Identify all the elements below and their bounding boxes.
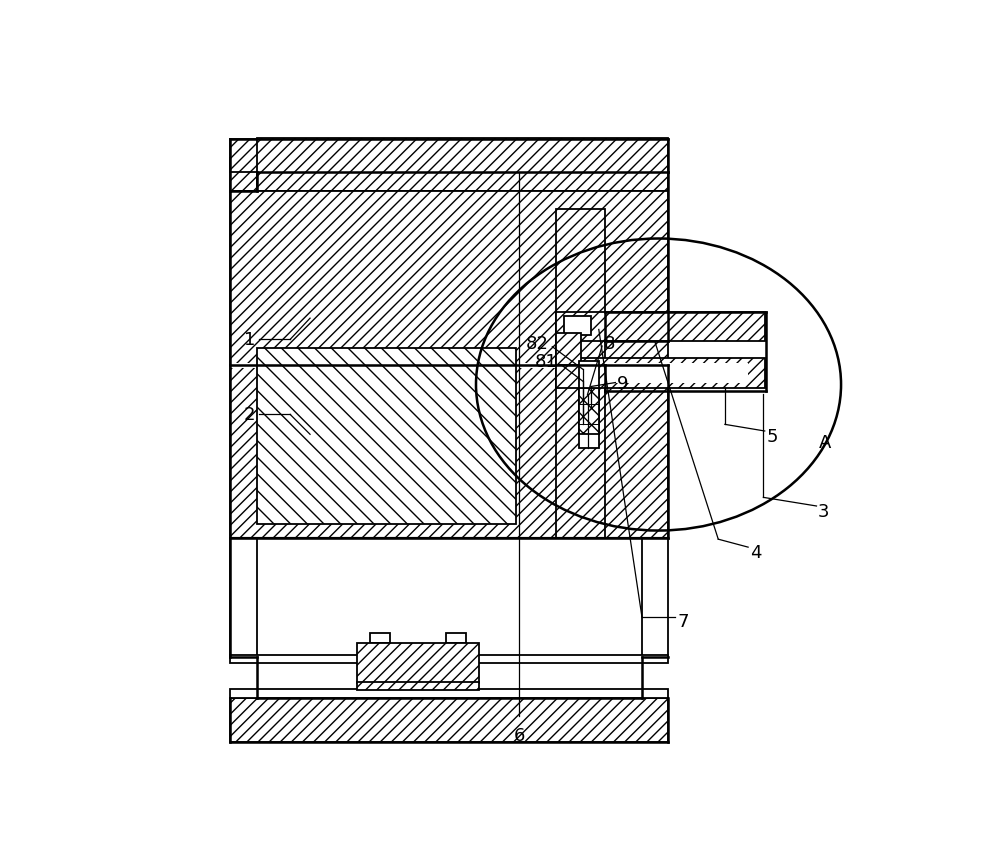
Bar xyxy=(230,365,668,538)
Text: 2: 2 xyxy=(243,406,255,424)
Bar xyxy=(556,333,581,365)
Bar xyxy=(230,158,257,191)
Text: 9: 9 xyxy=(617,374,629,392)
Bar xyxy=(230,689,668,698)
Bar xyxy=(370,634,390,644)
Text: 81: 81 xyxy=(535,353,558,371)
Text: 1: 1 xyxy=(244,331,255,349)
Bar xyxy=(257,139,668,191)
Text: 7: 7 xyxy=(677,613,689,631)
Text: 3: 3 xyxy=(818,502,829,520)
Bar xyxy=(257,349,516,524)
Bar xyxy=(556,209,605,365)
Bar xyxy=(230,655,668,664)
Bar xyxy=(230,363,602,369)
Bar xyxy=(357,644,479,684)
Text: 4: 4 xyxy=(750,543,762,561)
Text: 5: 5 xyxy=(767,427,778,445)
Bar xyxy=(230,538,257,657)
Text: A: A xyxy=(819,434,832,452)
Bar xyxy=(230,191,668,365)
Bar xyxy=(556,365,605,538)
Bar xyxy=(230,698,668,742)
Bar xyxy=(642,538,668,657)
Bar xyxy=(556,313,765,342)
Bar xyxy=(579,388,599,435)
Bar xyxy=(357,682,479,690)
Bar xyxy=(556,358,765,388)
Bar xyxy=(579,362,599,448)
Text: 8: 8 xyxy=(604,334,615,352)
Bar xyxy=(605,363,748,383)
Text: 82: 82 xyxy=(526,335,549,353)
Text: 6: 6 xyxy=(513,727,525,745)
Bar xyxy=(446,634,466,644)
Bar xyxy=(230,139,668,173)
Bar xyxy=(564,317,591,335)
